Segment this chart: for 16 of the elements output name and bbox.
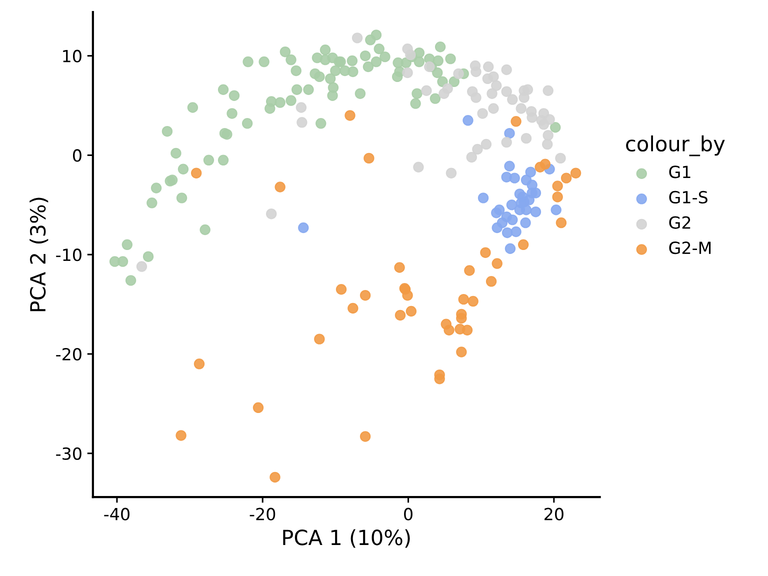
y-axis-title: PCA 2 (3%) [30,198,48,312]
y-tick-label: 10 [63,50,82,62]
legend-label: G2 [669,216,690,229]
y-tick-label: -20 [56,348,82,361]
x-tick-label: -40 [104,508,130,520]
legend-label: G1 [669,166,690,178]
legend-label: G1-S [669,190,708,204]
legend-title: colour_by [626,135,725,156]
x-tick-label: 0 [404,508,412,520]
y-tick-label: -30 [56,447,82,460]
x-axis-title: PCA 1 (10%) [283,529,410,548]
x-tick-label: 20 [544,508,564,520]
x-tick-label: -20 [250,508,276,520]
y-tick-label: -10 [56,248,82,262]
y-tick-label: 0 [73,149,82,162]
legend-label: G2-M [669,242,711,254]
